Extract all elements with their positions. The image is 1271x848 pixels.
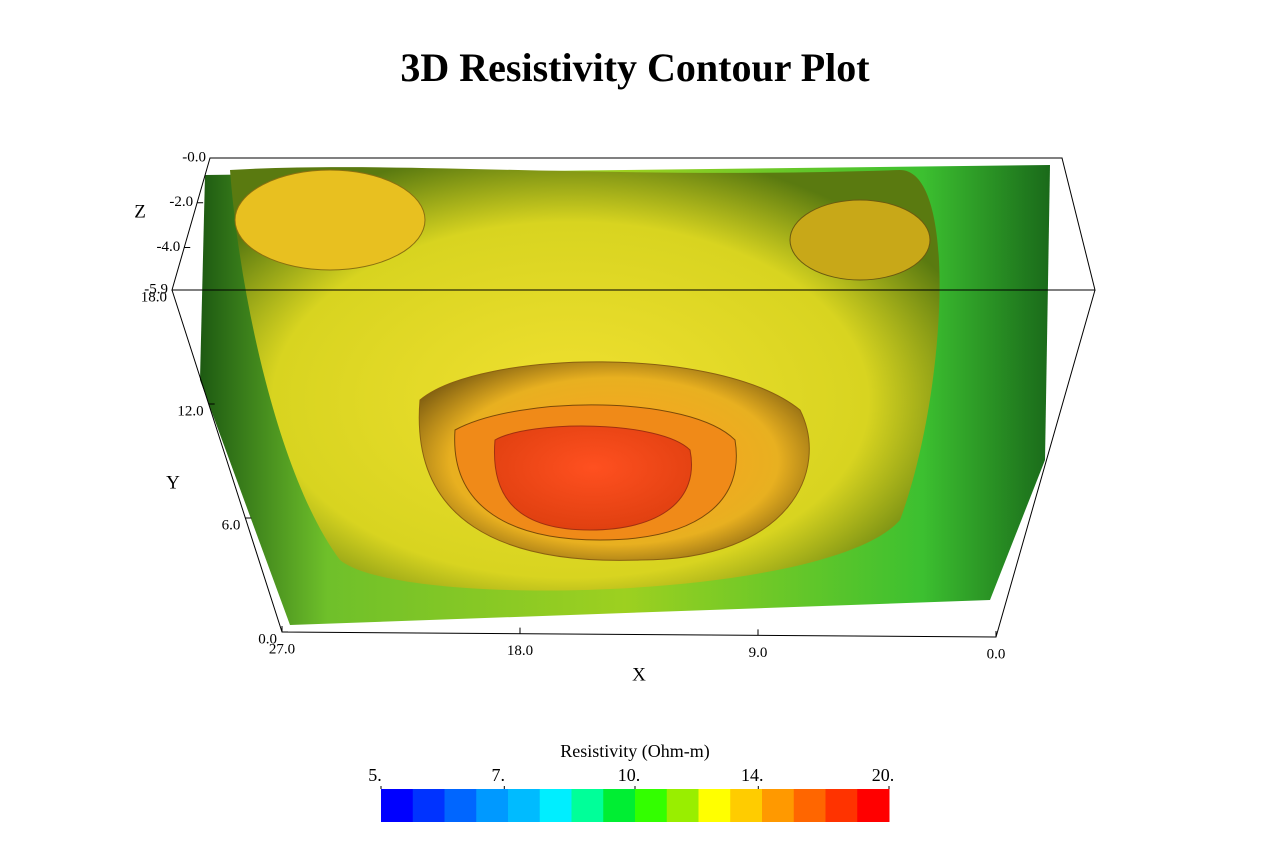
colorbar-swatch	[635, 789, 668, 822]
colorbar-swatch	[444, 789, 477, 822]
z-tick-label: -5.9	[144, 281, 168, 297]
colorbar-swatch	[825, 789, 858, 822]
surfaces	[200, 165, 1050, 625]
colorbar-tick-label: 20.	[872, 765, 895, 785]
colorbar-swatch	[793, 789, 826, 822]
colorbar-swatch	[698, 789, 731, 822]
chart-title: 3D Resistivity Contour Plot	[400, 45, 870, 90]
surface-yellow-lobe	[789, 199, 931, 281]
colorbar-swatch	[381, 789, 414, 822]
colorbar-tick-label: 5.	[368, 765, 382, 785]
colorbar-swatch	[508, 789, 541, 822]
x-axis-label: X	[632, 664, 646, 685]
colorbar-swatch	[412, 789, 445, 822]
colorbar-title: Resistivity (Ohm-m)	[560, 741, 710, 762]
z-tick-label: -0.0	[182, 149, 206, 165]
colorbar-swatch	[666, 789, 699, 822]
z-axis-label: Z	[134, 201, 146, 222]
surface-red	[493, 425, 692, 531]
y-tick-label: 0.0	[258, 631, 277, 647]
x-tick-label: 27.0	[269, 641, 295, 657]
colorbar-tick-label: 14.	[741, 765, 764, 785]
colorbar-tick-label: 7.	[492, 765, 506, 785]
colorbar-swatch	[571, 789, 604, 822]
surface-yellow-lobe	[234, 169, 426, 271]
colorbar-swatch	[857, 789, 890, 822]
colorbar-swatch	[762, 789, 795, 822]
x-tick-label: 9.0	[749, 645, 768, 661]
z-tick-label: -2.0	[169, 194, 193, 210]
y-tick-label: 6.0	[222, 517, 241, 533]
z-tick-label: -4.0	[156, 239, 180, 255]
colorbar-tick-label: 10.	[618, 765, 641, 785]
y-tick-label: 18.0	[141, 289, 167, 305]
x-tick-label: 18.0	[507, 643, 533, 659]
colorbar-swatch	[476, 789, 509, 822]
colorbar-swatch	[603, 789, 636, 822]
y-axis-label: Y	[166, 472, 180, 493]
colorbar-swatch	[730, 789, 763, 822]
x-tick-label: 0.0	[987, 646, 1006, 662]
y-tick-label: 12.0	[177, 403, 203, 419]
colorbar-swatch	[539, 789, 572, 822]
